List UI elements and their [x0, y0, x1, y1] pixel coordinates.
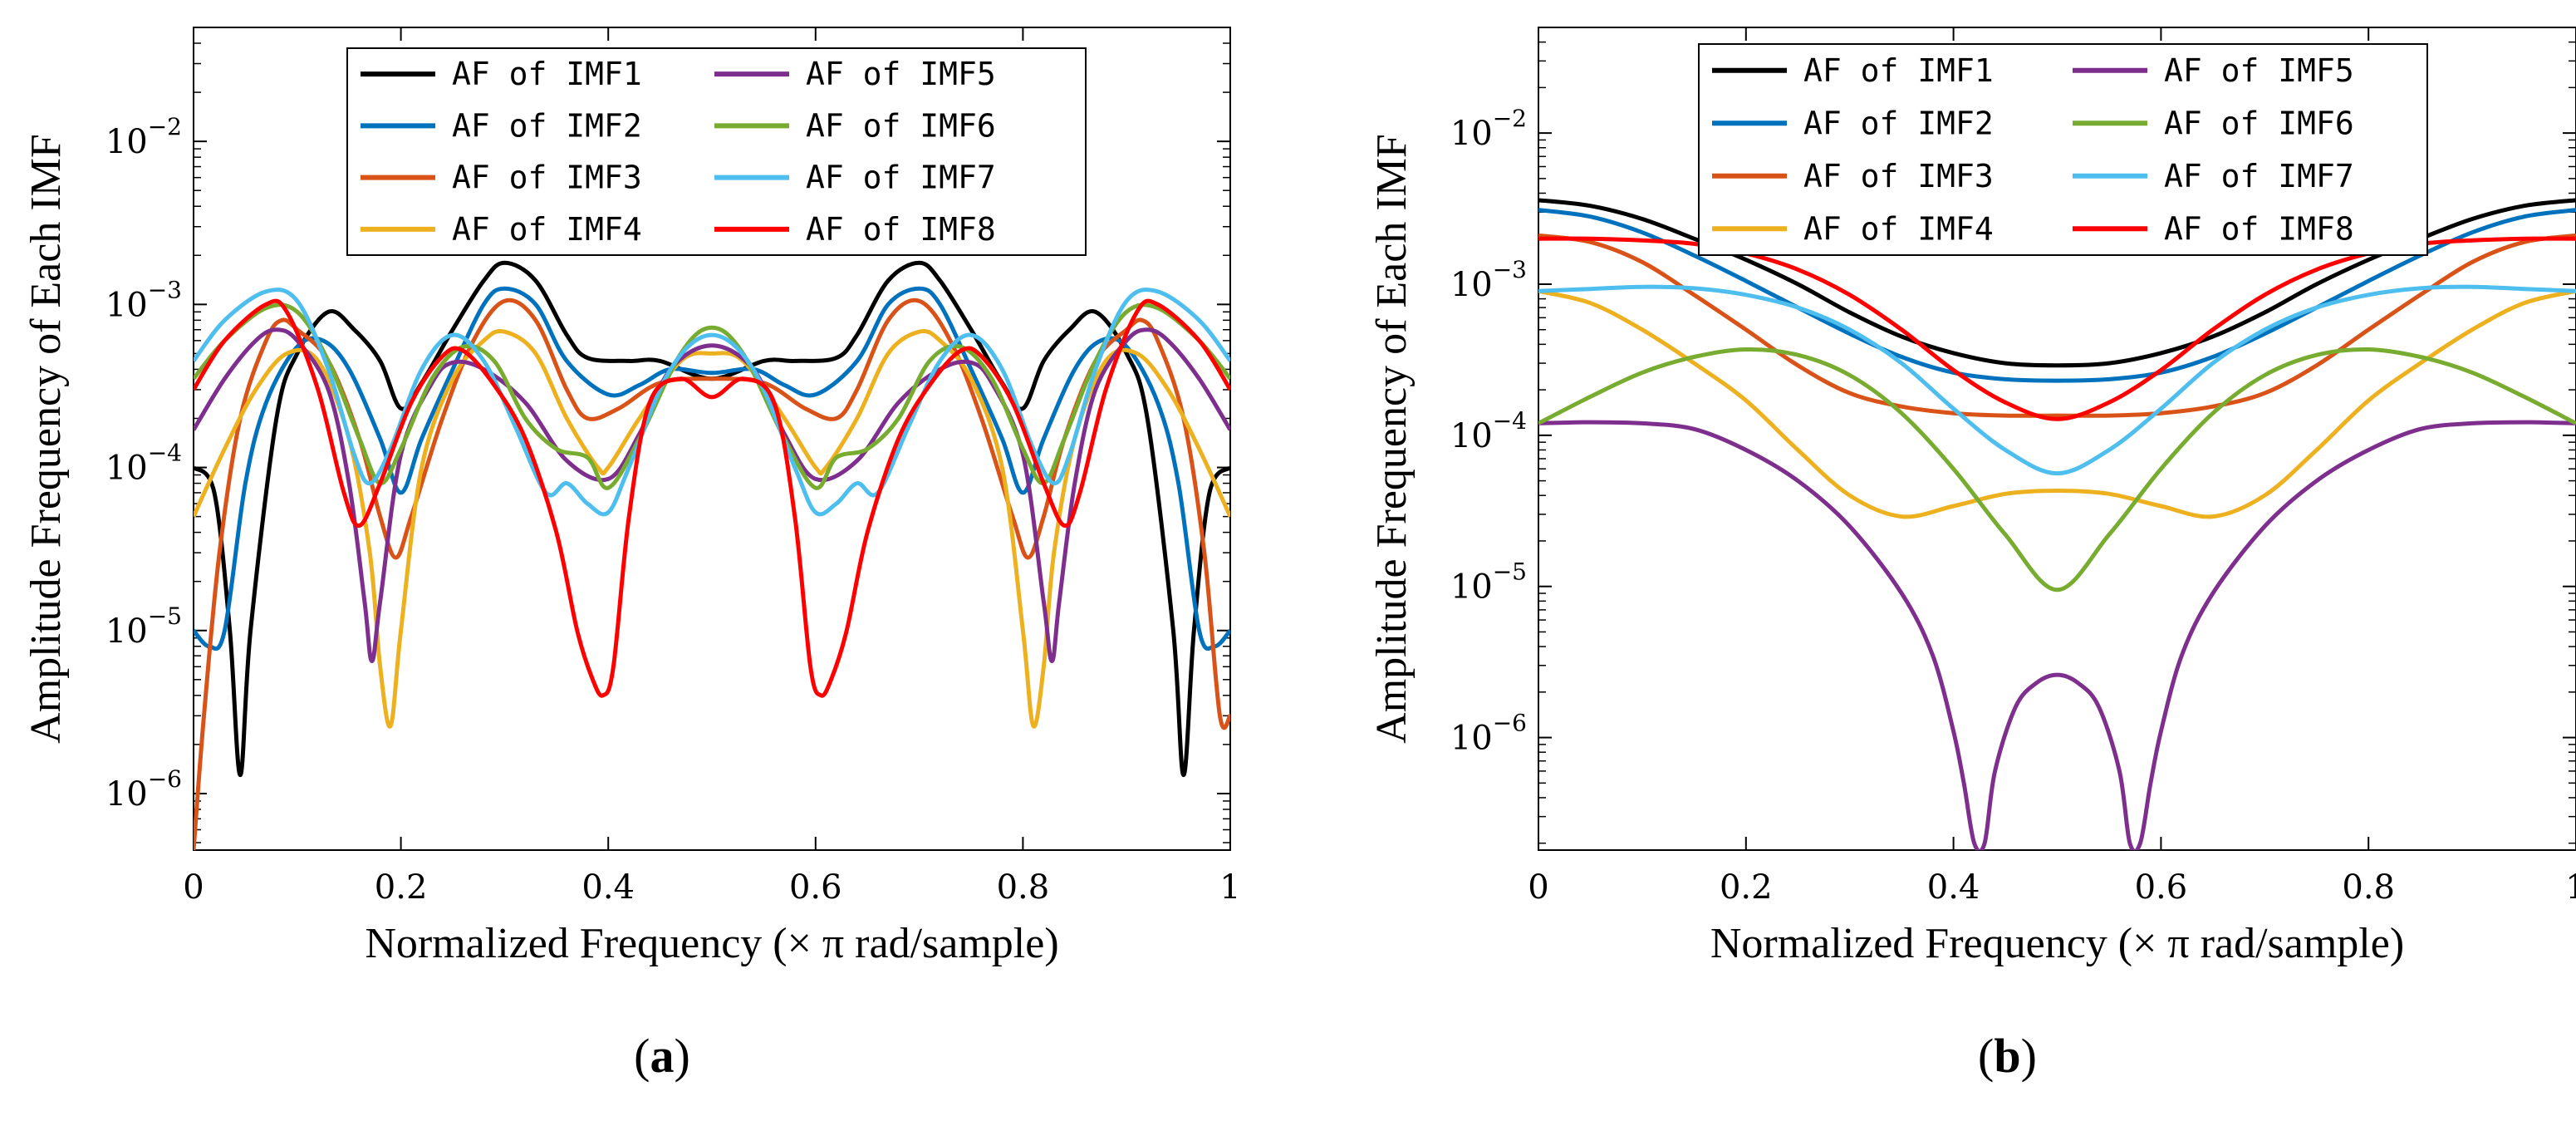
panel-label: (b) [1978, 1029, 2037, 1083]
legend-label-imf5: AF of IMF5 [806, 56, 996, 92]
chart-panel-b: 10−6 10−5 10−4 10−3 10−2 0 0.2 0.4 0.6 0.8 1 AF of … [1368, 27, 2576, 1083]
series-group [194, 260, 1230, 850]
legend-label-imf4: AF of IMF4 [452, 211, 642, 248]
legend-label-imf6: AF of IMF6 [2164, 105, 2354, 141]
y-axis-label: Amplitude Frequency of Each IMF [22, 134, 70, 744]
series-line-imf6 [194, 302, 1230, 490]
series-line-imf2 [1538, 208, 2576, 383]
legend-label-imf8: AF of IMF8 [2164, 210, 2354, 247]
series-line-imf6 [1538, 347, 2576, 592]
x-axis-label: Normalized Frequency (× π rad/sample) [365, 920, 1058, 967]
series-line-imf2 [194, 286, 1230, 651]
y-tick-label: 10−2 [1450, 105, 1527, 153]
legend-label-imf2: AF of IMF2 [452, 107, 642, 144]
y-tick-label: 10−5 [105, 602, 182, 651]
chart-panel-a: 10−6 10−5 10−4 10−3 10−2 0 0.2 0.4 0.6 0.8 1 AF of … [22, 27, 1241, 1083]
x-tick-label: 1 [2565, 868, 2576, 907]
legend-label-imf8: AF of IMF8 [806, 211, 996, 248]
series-line-imf7 [1538, 284, 2576, 476]
legend-label-imf7: AF of IMF7 [806, 160, 996, 196]
y-tick-label: 10−2 [105, 113, 182, 161]
legend-label-imf3: AF of IMF3 [1803, 158, 1994, 194]
legend-label-imf6: AF of IMF6 [806, 107, 996, 144]
x-tick-label: 0.2 [1720, 868, 1773, 907]
y-axis-label: Amplitude Frequency of Each IMF [1368, 134, 1416, 744]
x-tick-label: 0 [1528, 868, 1548, 907]
y-tick-label: 10−4 [1450, 407, 1527, 455]
y-tick-label: 10−4 [105, 440, 182, 488]
x-tick-label: 0.6 [789, 868, 842, 907]
y-tick-label: 10−3 [1450, 256, 1527, 304]
y-tick-label: 10−5 [1450, 558, 1527, 607]
legend-label-imf2: AF of IMF2 [1803, 105, 1994, 141]
series-line-imf5 [1538, 420, 2576, 850]
x-axis-label: Normalized Frequency (× π rad/sample) [1710, 920, 2404, 967]
legend-box [346, 47, 1087, 256]
x-tick-label: 0.8 [2342, 868, 2395, 907]
legend: AF of IMF1 AF of IMF2 AF of IMF3 AF of IMF4… [1698, 43, 2428, 256]
legend-label-imf5: AF of IMF5 [2164, 52, 2354, 89]
x-tick-label: 0.8 [997, 868, 1050, 907]
legend-label-imf1: AF of IMF1 [452, 56, 642, 92]
panel-label: (a) [634, 1029, 690, 1083]
x-tick-label: 0.4 [581, 868, 635, 907]
legend-box [1698, 43, 2428, 256]
legend: AF of IMF1 AF of IMF2 AF of IMF3 AF of IMF4… [346, 47, 1087, 256]
legend-label-imf7: AF of IMF7 [2164, 158, 2354, 194]
legend-label-imf4: AF of IMF4 [1803, 210, 1994, 247]
x-tick-label: 0.6 [2135, 868, 2188, 907]
y-tick-label: 10−6 [105, 765, 182, 814]
legend-label-imf1: AF of IMF1 [1803, 52, 1994, 89]
legend-label-imf3: AF of IMF3 [452, 160, 642, 196]
y-tick-label: 10−6 [1450, 710, 1527, 758]
x-tick-label: 0.4 [1927, 868, 1980, 907]
y-tick-label: 10−3 [105, 276, 182, 324]
x-tick-label: 1 [1219, 868, 1240, 907]
series-line-imf5 [194, 327, 1230, 663]
x-tick-label: 0.2 [375, 868, 428, 907]
series-line-imf3 [1538, 233, 2576, 418]
series-line-imf4 [1538, 288, 2576, 519]
series-line-imf8 [194, 298, 1230, 698]
series-line-imf7 [194, 288, 1230, 517]
x-tick-label: 0 [183, 868, 204, 907]
